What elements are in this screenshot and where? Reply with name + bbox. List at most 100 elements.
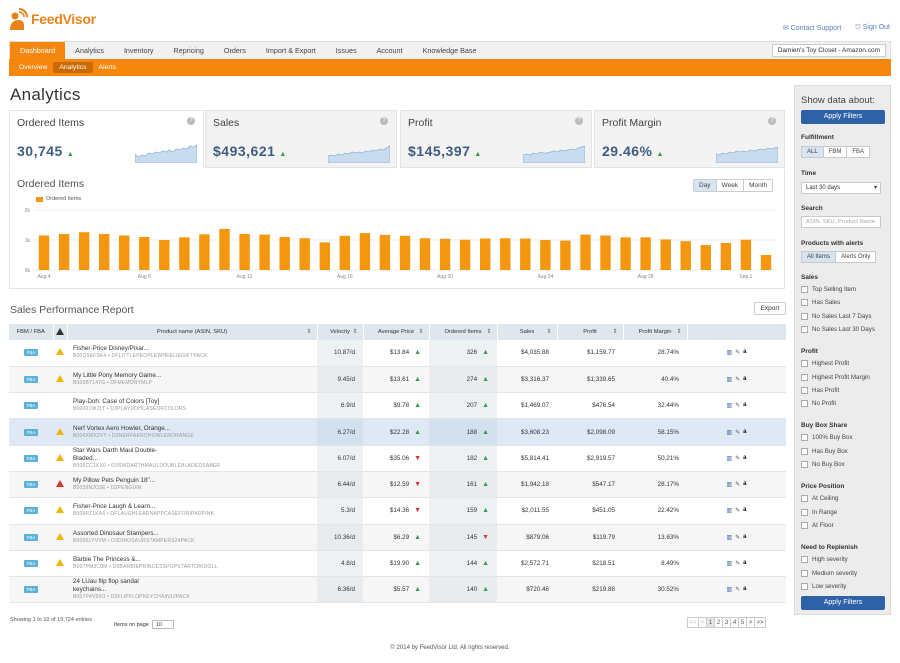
sort-icon[interactable]: ⇕ [676,329,682,335]
checkbox[interactable] [801,508,808,516]
tab-issues[interactable]: Issues [335,45,357,55]
bar[interactable] [359,233,371,270]
bar[interactable] [520,238,531,271]
bar[interactable] [299,238,310,270]
range-week[interactable]: Week [715,180,744,191]
column-header-5[interactable]: Ordered Items ⇕ [429,324,498,340]
product-name[interactable]: My Pillow Pets Penguin 18"... [73,477,156,485]
table-row[interactable]: FBA Play-Doh: Case of Colors [Toy] B00001W… [9,392,786,420]
amazon-icon[interactable]: a [743,454,747,461]
chart-icon[interactable]: ▥ [726,376,733,383]
bar[interactable] [99,234,110,270]
column-header-8[interactable]: Profit Margin ⇕ [623,324,688,340]
search-input[interactable]: ASIN, SKU, Product Name [801,216,881,228]
column-header-3[interactable]: Velocity ⇕ [317,324,364,340]
bar[interactable] [480,238,491,271]
chart-icon[interactable]: ▥ [726,350,733,357]
page-last[interactable]: >> [754,617,766,628]
filter-checkbox[interactable]: Highest Profit Margin [801,373,870,381]
bar[interactable] [219,228,230,270]
filter-checkbox[interactable]: Has Buy Box [801,447,848,455]
product-name[interactable]: Fisher-Price Laugh & Learn... [73,503,156,511]
alerts-all-items[interactable]: All Items [802,252,836,262]
bar[interactable] [459,239,471,270]
bar[interactable] [540,240,551,270]
column-header-7[interactable]: Profit ⇕ [557,324,624,340]
time-select[interactable]: Last 30 days ▾ [801,182,881,194]
tab-analytics[interactable]: Analytics [75,45,104,55]
help-icon[interactable]: ? [768,117,776,125]
range-day[interactable]: Day [694,180,716,191]
tab-knowledge-base[interactable]: Knowledge Base [422,45,477,55]
help-icon[interactable]: ? [575,117,583,125]
bar[interactable] [680,241,691,270]
bar[interactable] [339,235,350,270]
amazon-icon[interactable]: a [743,507,747,514]
bar[interactable] [159,240,170,270]
checkbox[interactable] [801,556,808,564]
bar[interactable] [419,238,431,270]
bar[interactable] [119,235,130,271]
checkbox[interactable] [801,495,808,503]
bar[interactable] [179,237,190,270]
bar[interactable] [439,238,451,270]
filter-checkbox[interactable]: No Profit [801,400,836,408]
amazon-icon[interactable]: a [743,349,747,356]
edit-icon[interactable]: ✎ [735,587,741,594]
column-header-6[interactable]: Sales ⇕ [497,324,558,340]
account-select[interactable]: Damien's Toy Closet - Amazon.com [771,44,886,57]
filter-checkbox[interactable]: In Range [801,508,837,516]
edit-icon[interactable]: ✎ [735,429,741,436]
apply-filters-button-bottom[interactable]: Apply Filters [801,596,885,610]
subnav-alerts[interactable]: Alerts [98,64,116,71]
filter-checkbox[interactable]: No Sales Last 30 Days [801,325,875,333]
checkbox[interactable] [801,569,808,577]
chart-icon[interactable]: ▥ [726,508,733,515]
table-row[interactable]: FBA Fisher-Price Disney/Pixar... B00Q9EFSK… [9,340,786,367]
bar[interactable] [640,237,651,270]
tab-dashboard[interactable]: Dashboard [10,41,66,60]
tab-account[interactable]: Account [376,45,403,55]
fulfillment-all[interactable]: ALL [802,147,823,157]
bar[interactable] [58,234,70,270]
table-row[interactable]: FBA My Little Pony Memory Game... B000BT14… [9,366,786,394]
product-name[interactable]: Nerf Vortex Aero Howler, Orange... [73,424,170,432]
filter-checkbox[interactable]: Top Selling Item [801,286,856,293]
export-button[interactable]: Export [754,302,786,315]
bar[interactable] [620,237,631,270]
column-header-9[interactable] [687,324,787,340]
table-row[interactable]: FBA My Pillow Pets Penguin 18"... B0039NJO… [9,471,786,499]
bar[interactable] [500,238,511,270]
filter-checkbox[interactable]: Highest Profit [801,360,849,368]
amazon-icon[interactable]: a [743,428,747,435]
items-on-page-select[interactable]: 10 [151,620,174,629]
apply-filters-button-top[interactable]: Apply Filters [801,110,885,124]
filter-checkbox[interactable]: No Sales Last 7 Days [801,312,872,320]
column-header-2[interactable]: Product name (ASIN, SKU) ⇕ [67,324,318,340]
help-icon[interactable]: ? [380,117,388,125]
product-name[interactable]: My Little Pony Memory Game... [73,371,162,379]
table-row[interactable]: FBA Nerf Vortex Aero Howler, Orange... B00… [9,418,786,446]
tab-import-export[interactable]: Import & Export [265,45,316,55]
bar[interactable] [700,245,711,270]
edit-icon[interactable]: ✎ [735,508,741,515]
bar[interactable] [279,237,290,270]
bar[interactable] [660,239,671,270]
column-header-1[interactable] [53,324,68,340]
filter-checkbox[interactable]: Low severity [801,582,846,590]
sort-icon[interactable]: ⇕ [306,329,312,335]
bar[interactable] [760,255,772,270]
subnav-analytics[interactable]: Analytics [53,62,93,73]
checkbox[interactable] [801,286,808,293]
bar[interactable] [259,234,270,270]
edit-icon[interactable]: ✎ [735,482,741,489]
checkbox[interactable] [801,299,808,307]
chart-icon[interactable]: ▥ [726,587,733,594]
bar[interactable] [740,239,752,270]
bar[interactable] [199,234,210,270]
checkbox[interactable] [801,400,808,408]
amazon-icon[interactable]: a [743,402,747,409]
alerts-alerts-only[interactable]: Alerts Only [835,252,875,262]
product-name[interactable]: Fisher-Price Disney/Pixar... [73,345,149,353]
tab-repricing[interactable]: Repricing [173,45,204,55]
